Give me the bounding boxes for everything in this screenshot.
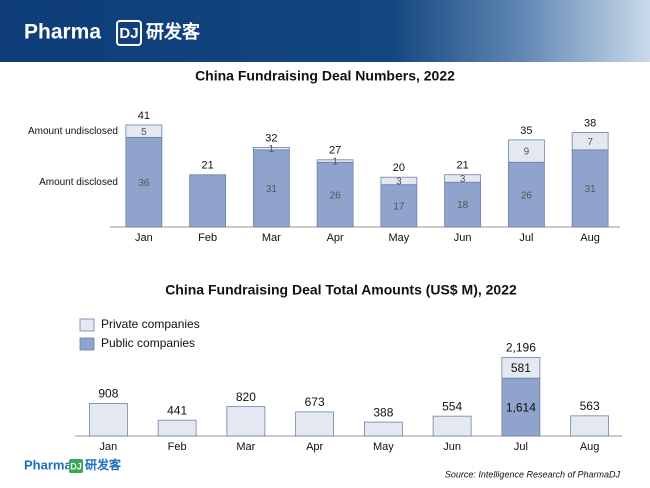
value-label: 31 xyxy=(266,184,278,195)
bar-segment xyxy=(125,124,163,138)
bar-segment xyxy=(571,149,609,228)
legend-label: Private companies xyxy=(101,317,200,331)
logo-box xyxy=(116,20,142,46)
value-label: 1 xyxy=(332,157,338,168)
total-label: 35 xyxy=(520,125,532,137)
bar-segment xyxy=(316,161,354,228)
total-label: 32 xyxy=(265,132,277,144)
x-tick-label: Jan xyxy=(100,441,118,453)
total-label: 2,196 xyxy=(506,340,536,354)
total-label: 441 xyxy=(167,403,187,417)
value-label: 31 xyxy=(585,184,597,195)
x-tick-label: Feb xyxy=(198,232,217,244)
footer-logo-cn: 研发客 xyxy=(85,457,122,472)
value-label: 581 xyxy=(511,361,531,375)
x-tick-label: Aug xyxy=(580,232,600,244)
x-tick-label: Jul xyxy=(514,441,528,453)
value-label: 3 xyxy=(396,177,402,188)
value-label: 18 xyxy=(457,200,469,211)
value-label: 3 xyxy=(460,174,466,185)
bar-segment xyxy=(444,181,482,228)
footer-logo: Pharma xyxy=(24,457,72,472)
footer-logo-box xyxy=(69,459,83,473)
bar-segment xyxy=(252,149,290,228)
legend-swatch xyxy=(79,318,95,332)
total-label: 41 xyxy=(138,110,150,122)
legend-label: Amount undisclosed xyxy=(28,126,118,137)
x-tick-label: Jun xyxy=(443,441,461,453)
bar-segment xyxy=(444,174,482,183)
bar-segment xyxy=(432,415,472,437)
total-label: 21 xyxy=(457,160,469,172)
total-label: 820 xyxy=(236,390,256,404)
x-tick-label: Mar xyxy=(236,441,255,453)
chart-title: China Fundraising Deal Numbers, 2022 xyxy=(195,68,455,84)
value-label: 7 xyxy=(587,137,593,148)
legend-label: Public companies xyxy=(101,336,195,350)
legend-label: Amount disclosed xyxy=(39,177,118,188)
x-tick-label: Aug xyxy=(580,441,600,453)
value-label: 26 xyxy=(330,190,342,201)
x-tick-label: Feb xyxy=(168,441,187,453)
value-label: 5 xyxy=(141,127,147,138)
bar-segment xyxy=(501,356,541,379)
bar-segment xyxy=(316,159,354,163)
bar-segment xyxy=(252,146,290,151)
x-tick-label: Jan xyxy=(135,232,153,244)
value-label: 17 xyxy=(393,201,405,212)
header-banner xyxy=(0,0,650,62)
total-label: 21 xyxy=(202,160,214,172)
bar-segment xyxy=(125,136,163,228)
logo-cn: 研发客 xyxy=(146,21,201,42)
logo-mark: DJ xyxy=(119,25,138,42)
footer-logo-mark: DJ xyxy=(70,461,82,471)
total-label: 27 xyxy=(329,145,341,157)
bar-segment xyxy=(88,403,128,437)
bar-segment xyxy=(570,415,610,437)
total-label: 563 xyxy=(580,399,600,413)
bar-segment xyxy=(501,377,541,437)
value-label: 1 xyxy=(269,144,275,155)
x-tick-label: Jun xyxy=(454,232,472,244)
total-label: 388 xyxy=(373,405,393,419)
bar-segment xyxy=(157,419,197,437)
total-label: 908 xyxy=(98,387,118,401)
total-label: 673 xyxy=(305,395,325,409)
x-tick-label: Apr xyxy=(327,232,344,244)
value-label: 9 xyxy=(524,147,530,158)
legend-swatch xyxy=(79,337,95,351)
value-label: 26 xyxy=(521,190,533,201)
bar-segment xyxy=(226,406,266,437)
x-tick-label: Mar xyxy=(262,232,281,244)
bar-segment xyxy=(571,132,609,151)
value-label: 1,614 xyxy=(506,400,536,414)
source: Source: Intelligence Research of PharmaD… xyxy=(445,469,621,479)
bar-segment xyxy=(507,161,545,228)
total-label: 38 xyxy=(584,117,596,129)
x-tick-label: Apr xyxy=(306,441,323,453)
total-label: 20 xyxy=(393,162,405,174)
bar-segment xyxy=(507,139,545,163)
value-label: 36 xyxy=(138,178,150,189)
total-label: 554 xyxy=(442,399,462,413)
bar-segment xyxy=(363,421,403,437)
chart-title: China Fundraising Deal Total Amounts (US… xyxy=(165,282,517,298)
bar-segment xyxy=(189,174,227,228)
logo-text: Pharma xyxy=(24,21,101,44)
bar-segment xyxy=(295,411,335,437)
x-tick-label: May xyxy=(388,232,409,244)
x-tick-label: May xyxy=(373,441,394,453)
x-tick-label: Jul xyxy=(519,232,533,244)
bar-segment xyxy=(380,176,418,186)
